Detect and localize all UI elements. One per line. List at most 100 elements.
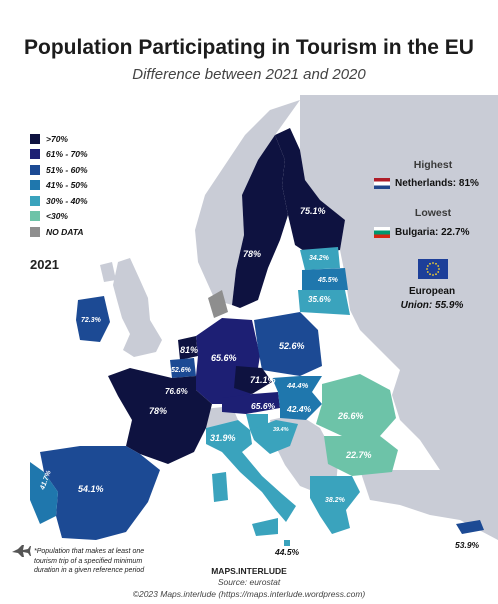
region-sicily bbox=[252, 518, 278, 536]
label-austria: 65.6% bbox=[251, 401, 276, 411]
legend-item: 61% - 70% bbox=[30, 147, 88, 163]
label-slovakia: 44.4% bbox=[286, 381, 309, 390]
eu-star bbox=[432, 274, 434, 276]
eu-summary: European Union: 55.9% bbox=[385, 285, 479, 313]
bulgaria-flag-icon bbox=[374, 227, 390, 238]
non-eu-land-east bbox=[300, 95, 498, 540]
uk bbox=[113, 258, 162, 357]
region-ireland bbox=[76, 296, 110, 342]
source-line: Source: eurostat bbox=[217, 577, 281, 587]
lowest-label: Lowest bbox=[414, 207, 452, 219]
label-cyprus: 53.9% bbox=[455, 540, 480, 550]
eu-star bbox=[429, 273, 431, 276]
label-romania: 26.6% bbox=[337, 411, 364, 421]
region-austria bbox=[222, 392, 280, 414]
label-czechia: 71.1% bbox=[250, 375, 276, 385]
eu-line1: European bbox=[408, 286, 456, 297]
map-title: Population Participating in Tourism in t… bbox=[24, 36, 474, 59]
lowest-entry: Bulgaria: 22.7% bbox=[374, 227, 469, 238]
label-belgium: 52.6% bbox=[171, 367, 192, 374]
legend-swatch bbox=[30, 211, 40, 222]
eu-star bbox=[426, 265, 429, 267]
norway bbox=[195, 100, 300, 305]
label-latvia: 45.5% bbox=[317, 277, 339, 284]
label-malta: 44.5% bbox=[274, 547, 300, 557]
turkey bbox=[360, 470, 498, 540]
legend-swatch bbox=[30, 149, 40, 160]
label-spain: 54.1% bbox=[78, 484, 104, 494]
region-bulgaria bbox=[324, 436, 398, 476]
legend-label: >70% bbox=[46, 133, 68, 144]
iceland-scotland-sliver bbox=[100, 262, 116, 282]
region-romania bbox=[316, 374, 396, 436]
region-cyprus bbox=[456, 520, 484, 534]
region-estonia bbox=[300, 247, 340, 270]
year-label: 2021 bbox=[30, 257, 59, 272]
region-sardinia bbox=[212, 472, 228, 502]
highest-entry: Netherlands: 81% bbox=[374, 178, 479, 189]
region-czechia bbox=[234, 366, 272, 394]
map-legend: >70% 61% - 70% 51% - 60% 41% - 50% 30% - 40%… bbox=[30, 131, 88, 240]
legend-item: 30% - 40% bbox=[30, 193, 88, 209]
footnote: *Population that makes at least one tour… bbox=[34, 548, 145, 574]
label-france: 78% bbox=[149, 406, 167, 416]
label-slovenia: 39.4% bbox=[273, 427, 289, 433]
label-ireland: 72.3% bbox=[81, 317, 102, 324]
legend-swatch bbox=[30, 195, 40, 206]
eu-flag-icon bbox=[418, 259, 448, 279]
legend-item: <30% bbox=[30, 209, 88, 225]
eu-star bbox=[435, 262, 437, 265]
label-hungary: 42.4% bbox=[286, 404, 312, 414]
airplane-icon bbox=[12, 545, 31, 557]
legend-item: >70% bbox=[30, 131, 88, 147]
legend-item: 41% - 50% bbox=[30, 178, 88, 194]
legend-item: 51% - 60% bbox=[30, 162, 88, 178]
eu-star bbox=[437, 265, 440, 267]
eu-star bbox=[426, 271, 429, 273]
label-lithuania: 35.6% bbox=[308, 295, 331, 304]
label-greece: 38.2% bbox=[325, 497, 346, 504]
eu-star bbox=[426, 268, 428, 270]
lowest-value: Bulgaria: 22.7% bbox=[395, 227, 470, 238]
brand-name: MAPS.INTERLUDE bbox=[211, 566, 287, 576]
label-luxembourg: 76.6% bbox=[165, 387, 188, 396]
legend-label: 51% - 60% bbox=[46, 164, 88, 175]
legend-swatch bbox=[30, 180, 40, 191]
legend-item: NO DATA bbox=[30, 224, 88, 240]
region-france bbox=[108, 368, 212, 464]
label-poland: 52.6% bbox=[279, 341, 305, 351]
legend-swatch bbox=[30, 164, 40, 175]
legend-swatch bbox=[30, 133, 40, 144]
region-greece bbox=[310, 476, 360, 534]
eu-star bbox=[437, 271, 440, 273]
region-slovakia bbox=[272, 376, 322, 392]
eu-star bbox=[432, 262, 434, 264]
highest-value: Netherlands: 81% bbox=[395, 178, 479, 189]
label-bulgaria: 22.7% bbox=[345, 450, 372, 460]
region-latvia bbox=[302, 268, 348, 290]
region-netherlands bbox=[178, 336, 198, 360]
region-denmark bbox=[208, 290, 228, 318]
region-italy bbox=[206, 420, 296, 522]
eu-line2: Union: 55.9% bbox=[400, 300, 464, 311]
highest-label: Highest bbox=[413, 159, 453, 171]
region-hungary bbox=[278, 392, 322, 420]
europe-map: 75.1% 78% 34.2% 45.5% 35.6% 72.3% 81% 52… bbox=[12, 95, 498, 557]
region-portugal bbox=[30, 462, 58, 524]
label-italy: 31.9% bbox=[210, 433, 236, 443]
region-sweden bbox=[232, 135, 288, 308]
eu-star bbox=[438, 268, 440, 270]
region-finland bbox=[275, 128, 345, 255]
map-subtitle: Difference between 2021 and 2020 bbox=[132, 66, 366, 83]
eu-star bbox=[435, 273, 437, 276]
region-croatia bbox=[250, 420, 298, 454]
legend-label: 61% - 70% bbox=[46, 149, 88, 160]
legend-label: NO DATA bbox=[46, 226, 84, 237]
netherlands-flag-icon bbox=[374, 178, 390, 189]
copyright-line: ©2023 Maps.interlude (https://maps.inter… bbox=[132, 589, 366, 599]
label-finland: 75.1% bbox=[300, 206, 326, 216]
legend-swatch bbox=[30, 226, 40, 237]
region-malta bbox=[284, 540, 290, 546]
region-poland bbox=[254, 312, 322, 376]
eu-star bbox=[429, 262, 431, 265]
